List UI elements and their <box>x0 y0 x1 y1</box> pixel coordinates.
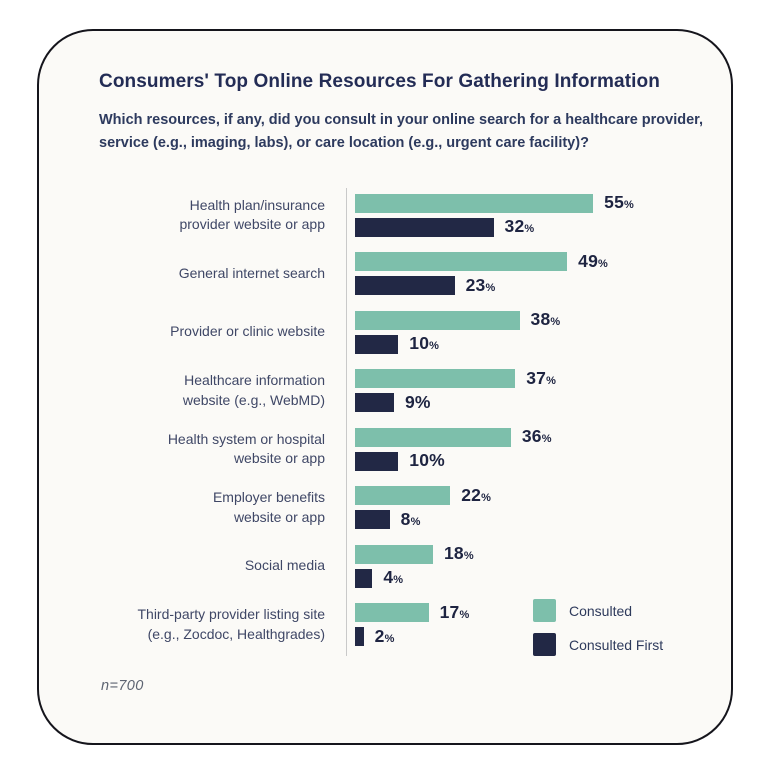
bar-line-consulted-first: 2% <box>355 625 689 647</box>
legend-label-consulted-first: Consulted First <box>569 636 664 653</box>
bar-consulted <box>355 252 568 272</box>
chart-title: Consumers' Top Online Resources For Gath… <box>99 71 660 92</box>
chart-row: Health plan/insurance provider website o… <box>99 186 689 245</box>
legend: Consulted Consulted First <box>533 599 663 656</box>
legend-swatch-consulted-first <box>533 633 556 656</box>
category-label: Health plan/insurance provider website o… <box>179 196 325 233</box>
bar-consulted <box>355 427 511 447</box>
chart-row: Healthcare information website (e.g., We… <box>99 362 689 421</box>
bar-consulted <box>355 486 451 506</box>
bar-chart: Health plan/insurance provider website o… <box>99 186 689 662</box>
bar-line-consulted: 49% <box>355 250 689 272</box>
category-label: General internet search <box>178 264 325 281</box>
bar-line-consulted: 36% <box>355 428 689 447</box>
value-label-consulted-first: 10% <box>409 450 445 471</box>
value-label-consulted-first: 4% <box>383 567 404 588</box>
bar-line-consulted-first: 32% <box>355 218 689 237</box>
legend-swatch-consulted <box>533 599 556 622</box>
chart-row: Health system or hospital website or app… <box>99 420 689 479</box>
bar-consulted <box>355 310 520 330</box>
bar-group: 37% 9% <box>355 362 689 421</box>
category-label: Social media <box>244 557 325 574</box>
bar-group: 38% 10% <box>355 303 689 362</box>
category-label: Employer benefits website or app <box>212 489 325 525</box>
bar-consulted <box>355 544 433 564</box>
bar-group: 17% 2% <box>355 596 689 655</box>
chart-row: Third-party provider listing site (e.g.,… <box>99 596 689 655</box>
bar-consulted <box>355 369 516 389</box>
value-label-consulted-first: 32% <box>504 216 535 237</box>
bar-group: 36% 10% <box>355 420 689 479</box>
chart-rows: Health plan/insurance provider website o… <box>99 186 689 654</box>
bar-line-consulted-first: 23% <box>355 274 689 296</box>
value-label-consulted-first: 8% <box>400 508 421 529</box>
value-label-consulted: 38% <box>530 309 561 330</box>
value-label-consulted-first: 9% <box>404 391 431 412</box>
chart-row: General internet search 49% 23% <box>99 245 689 304</box>
bar-line-consulted: 18% <box>355 545 689 564</box>
bar-line-consulted: 38% <box>355 311 689 330</box>
bar-consulted <box>355 193 594 213</box>
bar-line-consulted-first: 9% <box>355 391 689 413</box>
chart-card: Consumers' Top Online Resources For Gath… <box>37 29 733 745</box>
bar-line-consulted-first: 10% <box>355 335 689 354</box>
legend-item-consulted: Consulted <box>533 599 663 622</box>
chart-subtitle: Which resources, if any, did you consult… <box>99 112 704 152</box>
category-label: Health system or hospital website or app <box>167 430 325 467</box>
value-label-consulted: 55% <box>604 192 634 213</box>
bar-group: 49% 23% <box>355 245 689 304</box>
value-label-consulted: 49% <box>578 250 608 271</box>
value-label-consulted: 36% <box>521 426 552 447</box>
bar-consulted-first <box>355 217 494 237</box>
legend-label-consulted: Consulted <box>569 602 633 619</box>
bar-consulted-first <box>355 276 455 296</box>
bar-consulted-first <box>355 451 399 471</box>
sample-size-note: n=700 <box>101 678 144 694</box>
legend-item-consulted-first: Consulted First <box>533 633 663 656</box>
bar-group: 18% 4% <box>355 537 689 596</box>
value-label-consulted-first: 10% <box>409 333 439 354</box>
bar-consulted <box>355 603 429 623</box>
value-label-consulted-first: 23% <box>465 274 496 295</box>
bar-consulted-first <box>355 510 390 530</box>
bar-line-consulted: 37% <box>355 367 689 389</box>
bar-line-consulted: 17% <box>355 601 689 623</box>
bar-line-consulted-first: 10% <box>355 452 689 471</box>
bar-line-consulted: 22% <box>355 484 689 506</box>
bar-consulted-first <box>355 334 399 354</box>
category-label: Provider or clinic website <box>170 323 325 340</box>
category-label: Healthcare information website (e.g., We… <box>182 372 325 408</box>
category-label: Third-party provider listing site (e.g.,… <box>137 606 325 642</box>
bar-consulted-first <box>355 393 394 413</box>
bar-consulted-first <box>355 627 364 647</box>
chart-row: Provider or clinic website 38% 10% <box>99 303 689 362</box>
value-label-consulted: 17% <box>439 601 470 622</box>
bar-group: 22% 8% <box>355 479 689 538</box>
value-label-consulted: 37% <box>526 367 556 388</box>
axis-line <box>346 188 347 656</box>
bar-line-consulted-first: 4% <box>355 569 689 588</box>
chart-row: Employer benefits website or app 22% 8% <box>99 479 689 538</box>
bar-line-consulted: 55% <box>355 194 689 213</box>
bar-line-consulted-first: 8% <box>355 508 689 530</box>
value-label-consulted-first: 2% <box>374 625 395 646</box>
bar-group: 55% 32% <box>355 186 689 245</box>
value-label-consulted: 22% <box>461 484 491 505</box>
bar-consulted-first <box>355 568 373 588</box>
value-label-consulted: 18% <box>443 543 474 564</box>
chart-row: Social media 18% 4% <box>99 537 689 596</box>
